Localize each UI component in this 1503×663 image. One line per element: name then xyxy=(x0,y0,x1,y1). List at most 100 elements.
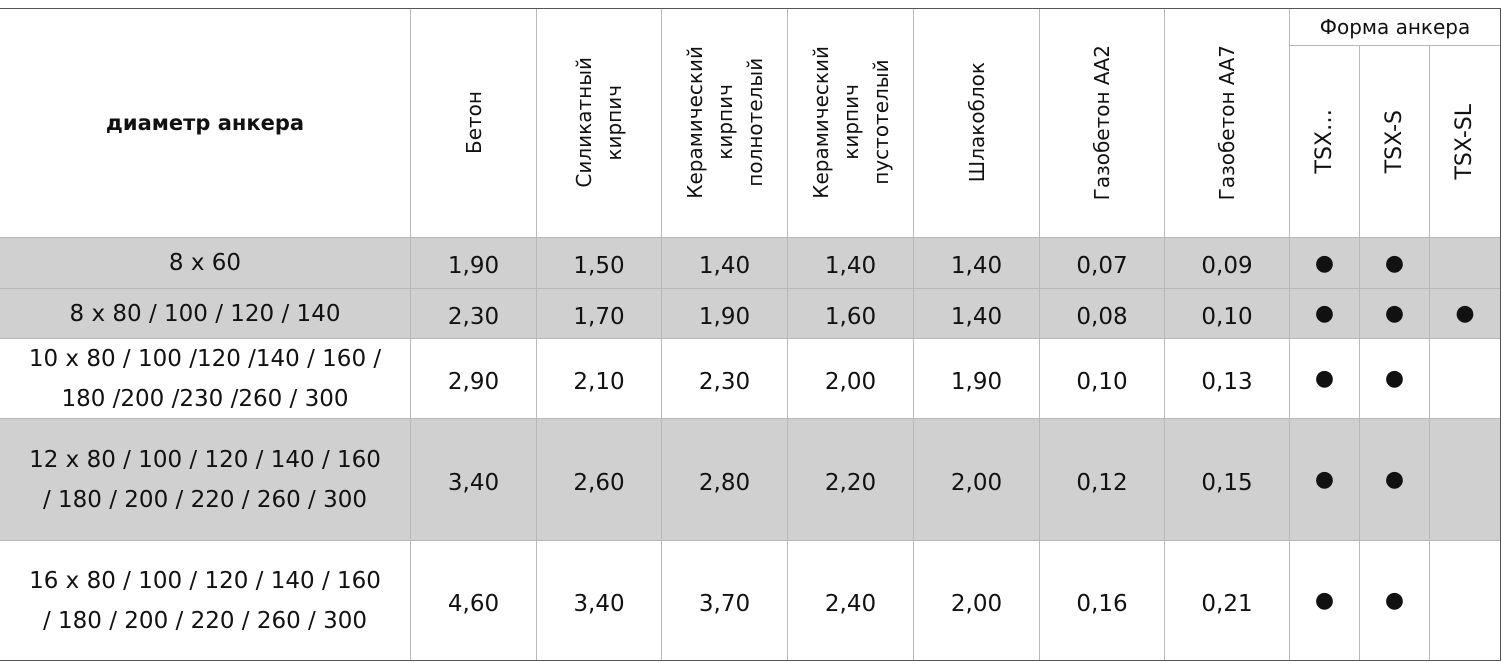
row-header: 16 x 80 / 100 / 120 / 140 / 160 / 180 / 2… xyxy=(29,561,381,641)
table-cell: 0,15 xyxy=(1165,419,1290,541)
column-header: Керамический кирпич полнотелый xyxy=(680,46,770,199)
header-line: кирпич xyxy=(602,84,626,161)
row-header-line: 180 /200 /230 /260 / 300 xyxy=(61,385,349,412)
value: 1,60 xyxy=(824,303,877,330)
table-cell: ● xyxy=(1360,238,1430,289)
table-cell: 3,70 xyxy=(662,541,788,661)
table-cell: 2,10 xyxy=(537,339,662,419)
table-cell: 16 x 80 / 100 / 120 / 140 / 160 / 180 / 2… xyxy=(0,541,411,661)
row-header-line: / 180 / 200 / 220 / 260 / 300 xyxy=(42,486,368,513)
table-cell: 1,40 xyxy=(914,238,1040,289)
table-cell: 0,09 xyxy=(1165,238,1290,289)
table-cell: Керамический кирпич полнотелый xyxy=(662,8,788,238)
table-cell: Силикатный кирпич xyxy=(537,8,662,238)
column-header: Бетон xyxy=(459,91,489,154)
table-cell: ● xyxy=(1430,289,1501,339)
header-line: Бетон xyxy=(461,91,486,154)
value: 2,10 xyxy=(573,368,625,395)
value: 2,00 xyxy=(824,368,877,395)
shape-dot: ● xyxy=(1455,301,1475,326)
header-line: Керамический xyxy=(682,46,707,199)
table-cell: 0,16 xyxy=(1040,541,1165,661)
table-cell: 1,40 xyxy=(662,238,788,289)
table-cell: 1,40 xyxy=(914,289,1040,339)
column-header: TSX-SL xyxy=(1452,103,1477,180)
table-cell: 8 x 60 xyxy=(0,238,411,289)
group-header: Форма анкера xyxy=(1319,14,1471,39)
table-cell xyxy=(1430,419,1501,541)
header-line: Силикатный xyxy=(572,57,596,188)
value: 2,80 xyxy=(698,469,751,496)
value: 1,90 xyxy=(950,368,1003,395)
table-cell xyxy=(1430,238,1501,289)
table-cell: 0,21 xyxy=(1165,541,1290,661)
value: 0,08 xyxy=(1076,303,1128,330)
table-cell: 10 x 80 / 100 /120 /140 / 160 / 180 /200 … xyxy=(0,339,411,419)
value: 0,13 xyxy=(1201,368,1253,395)
table-cell: 1,50 xyxy=(537,238,662,289)
value: 0,21 xyxy=(1201,590,1253,617)
value: 1,40 xyxy=(950,303,1003,330)
table-cell: 2,90 xyxy=(411,339,537,419)
table-cell: 1,40 xyxy=(788,238,914,289)
column-header: Газобетон АА2 xyxy=(1087,45,1117,200)
table-cell: 2,00 xyxy=(914,419,1040,541)
table-cell: 0,07 xyxy=(1040,238,1165,289)
table-cell xyxy=(1430,339,1501,419)
table-cell: 0,12 xyxy=(1040,419,1165,541)
table-cell: 1,60 xyxy=(788,289,914,339)
table-cell: 4,60 xyxy=(411,541,537,661)
table-cell: ● xyxy=(1360,339,1430,419)
row-header: 8 x 80 / 100 / 120 / 140 xyxy=(70,294,341,334)
value: 0,10 xyxy=(1201,303,1253,330)
value: 2,40 xyxy=(824,590,877,617)
value: 2,00 xyxy=(950,590,1003,617)
value: 0,09 xyxy=(1201,253,1253,279)
value: 3,70 xyxy=(698,590,751,617)
row-header-line: / 180 / 200 / 220 / 260 / 300 xyxy=(42,607,368,634)
table-cell: 3,40 xyxy=(537,541,662,661)
value: 2,30 xyxy=(698,368,751,395)
row-header: 8 x 60 xyxy=(169,243,241,283)
table-cell: 2,00 xyxy=(914,541,1040,661)
value: 3,40 xyxy=(447,469,500,496)
value: 1,90 xyxy=(698,303,751,330)
value: 2,00 xyxy=(950,469,1003,496)
header-line: Шлакоблок xyxy=(964,62,989,183)
value: 2,90 xyxy=(447,368,500,395)
table-cell: 0,10 xyxy=(1040,339,1165,419)
table-cell: 0,08 xyxy=(1040,289,1165,339)
value: 1,70 xyxy=(573,303,625,330)
table-cell: ● xyxy=(1290,289,1360,339)
table-cell: Керамический кирпич пустотелый xyxy=(788,8,914,238)
table-cell: Газобетон АА2 xyxy=(1040,8,1165,238)
value: 0,10 xyxy=(1076,368,1128,395)
table-cell: 3,40 xyxy=(411,419,537,541)
table-cell: 1,90 xyxy=(411,238,537,289)
table-cell: TSX-S xyxy=(1360,46,1430,238)
shape-dot: ● xyxy=(1384,366,1405,391)
table-cell: ● xyxy=(1290,238,1360,289)
header-line: Газобетон АА7 xyxy=(1215,44,1239,201)
value: 0,15 xyxy=(1201,469,1253,496)
header-line: кирпич xyxy=(712,84,737,161)
table-cell: 0,13 xyxy=(1165,339,1290,419)
table-cell: 1,90 xyxy=(662,289,788,339)
table-cell: 2,40 xyxy=(788,541,914,661)
table-cell: 2,30 xyxy=(662,339,788,419)
value: 2,20 xyxy=(824,469,877,496)
value: 0,12 xyxy=(1076,469,1128,496)
table-cell: 0,10 xyxy=(1165,289,1290,339)
value: 0,07 xyxy=(1076,253,1128,279)
shape-dot: ● xyxy=(1384,250,1405,276)
table-cell: 2,30 xyxy=(411,289,537,339)
row-header-line: 12 x 80 / 100 / 120 / 140 / 160 xyxy=(29,446,381,473)
table-cell: 2,80 xyxy=(662,419,788,541)
column-header: Газобетон АА7 xyxy=(1212,45,1242,200)
row-header-line: 8 x 60 xyxy=(168,250,242,276)
table-cell: 2,00 xyxy=(788,339,914,419)
column-header: Керамический кирпич пустотелый xyxy=(806,46,896,199)
shape-dot: ● xyxy=(1384,588,1405,613)
